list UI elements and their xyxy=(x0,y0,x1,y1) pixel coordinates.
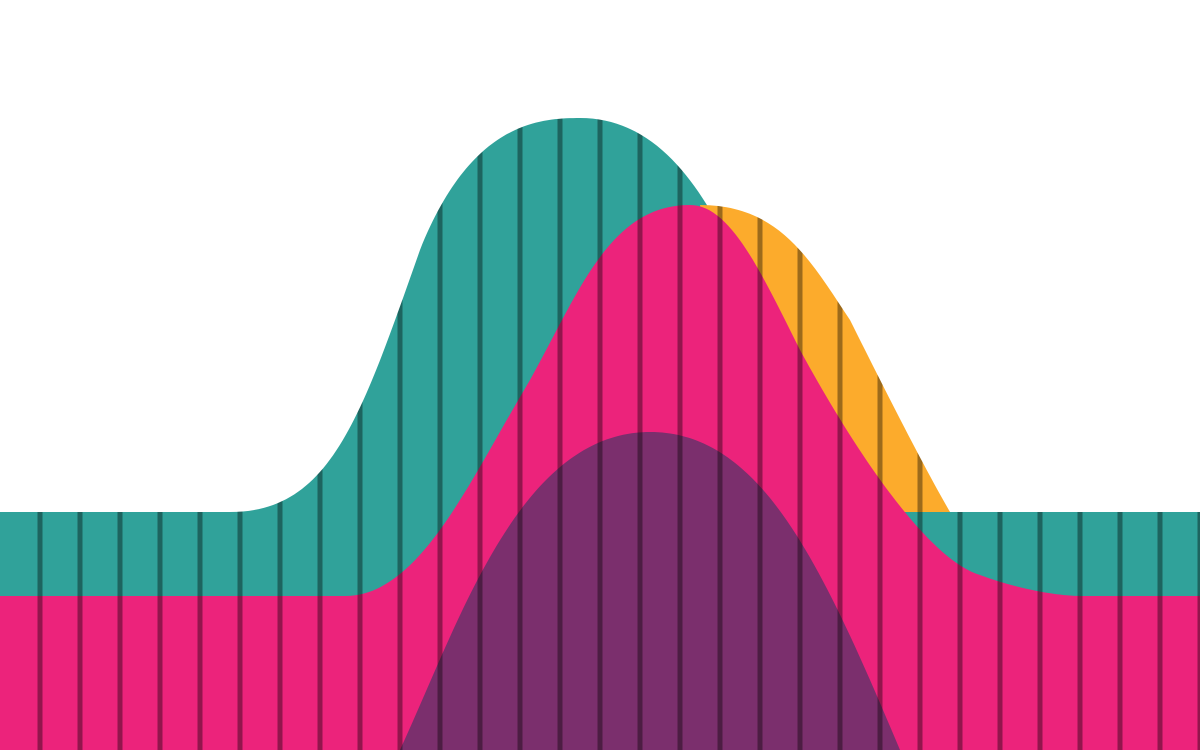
stripe xyxy=(677,118,683,750)
stripe xyxy=(797,118,803,750)
stripe xyxy=(637,118,643,750)
stripe xyxy=(477,118,483,750)
stripe xyxy=(437,118,443,750)
stripe xyxy=(357,118,363,750)
stripe xyxy=(717,118,723,750)
stripe xyxy=(517,118,523,750)
stripe xyxy=(597,118,603,750)
purple-wave-layer xyxy=(400,432,900,750)
stripe xyxy=(757,118,763,750)
stripe xyxy=(877,118,883,750)
stripe xyxy=(397,118,403,750)
stripe xyxy=(837,118,843,750)
stripe xyxy=(557,118,563,750)
